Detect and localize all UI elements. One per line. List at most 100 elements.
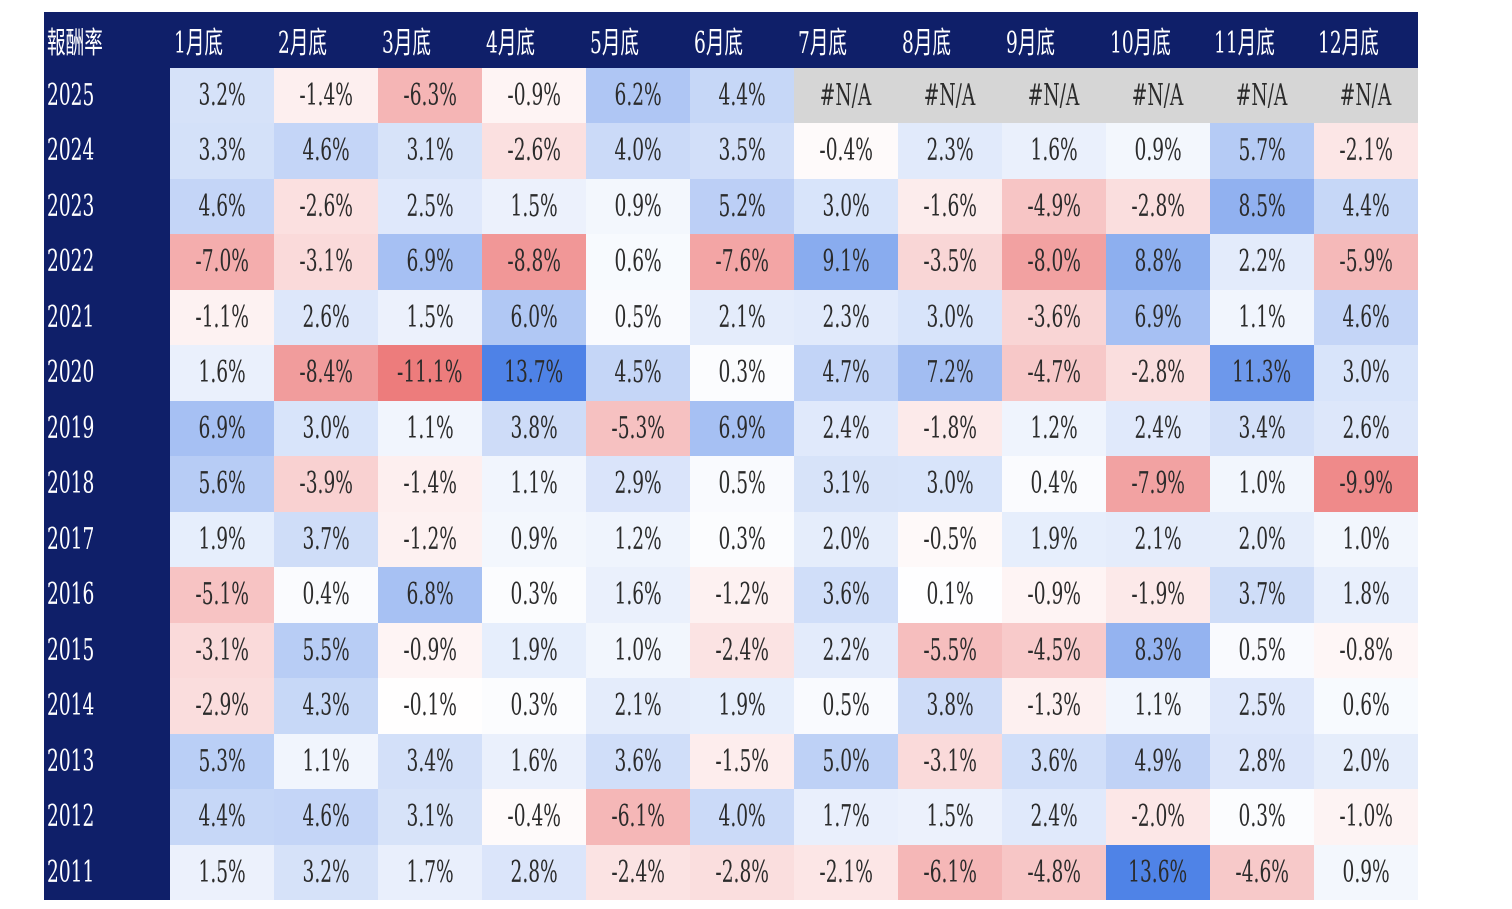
heatmap-cell-value: 1.9% [198, 521, 246, 557]
heatmap-cell-value: -0.9% [507, 77, 561, 113]
row-header-label: 2016 [47, 577, 95, 613]
heatmap-cell: #N/A [794, 67, 898, 123]
column-header-label: 7月底 [798, 25, 848, 61]
row-header: 2014 [44, 678, 170, 734]
heatmap-cell-value: 2.0% [822, 521, 870, 557]
heatmap-cell: -2.1% [1314, 123, 1418, 179]
row-header-label: 2020 [47, 355, 95, 391]
heatmap-cell-value: 3.6% [822, 577, 870, 613]
heatmap-cell: 1.1% [1210, 289, 1314, 345]
heatmap-cell-value: 0.4% [302, 577, 350, 613]
heatmap-cell-value: -3.1% [923, 743, 977, 779]
heatmap-cell-value: 5.3% [198, 743, 246, 779]
heatmap-cell-value: 1.0% [614, 632, 662, 668]
heatmap-cell-value: 1.7% [406, 854, 454, 890]
heatmap-cell: 4.9% [1106, 733, 1210, 789]
heatmap-cell: -0.5% [898, 511, 1002, 567]
heatmap-cell: 3.7% [274, 511, 378, 567]
heatmap-cell: 0.5% [794, 678, 898, 734]
heatmap-cell-value: -1.3% [1027, 688, 1081, 724]
heatmap-cell: 1.7% [378, 844, 482, 900]
column-header-label: 10月底 [1110, 25, 1171, 61]
heatmap-cell: -7.6% [690, 234, 794, 290]
heatmap-cell-value: -2.6% [507, 133, 561, 169]
heatmap-cell-value: 1.1% [1238, 299, 1286, 335]
heatmap-cell: 5.2% [690, 178, 794, 234]
heatmap-cell-value: 3.2% [302, 854, 350, 890]
heatmap-cell: 3.0% [274, 400, 378, 456]
heatmap-cell-value: -2.9% [195, 688, 249, 724]
row-header-label: 2014 [47, 688, 95, 724]
heatmap-cell: 6.2% [586, 67, 690, 123]
column-header-label: 8月底 [902, 25, 952, 61]
heatmap-cell-value: 1.5% [926, 799, 974, 835]
heatmap-cell: 3.4% [1210, 400, 1314, 456]
heatmap-cell-value: 4.0% [718, 799, 766, 835]
heatmap-cell-value: -2.6% [299, 188, 353, 224]
heatmap-cell: 6.9% [170, 400, 274, 456]
heatmap-cell: 1.6% [170, 345, 274, 401]
heatmap-cell: -3.5% [898, 234, 1002, 290]
heatmap-cell: #N/A [1106, 67, 1210, 123]
heatmap-cell: 13.6% [1106, 844, 1210, 900]
heatmap-cell-value: 4.6% [198, 188, 246, 224]
heatmap-cell-value: 1.8% [1342, 577, 1390, 613]
heatmap-cell: -5.1% [170, 567, 274, 623]
heatmap-cell-value: 9.1% [822, 244, 870, 280]
heatmap-cell: 6.0% [482, 289, 586, 345]
heatmap-cell-value: 2.5% [1238, 688, 1286, 724]
heatmap-cell: -2.9% [170, 678, 274, 734]
heatmap-cell-value: -2.4% [611, 854, 665, 890]
heatmap-cell-value: 1.6% [614, 577, 662, 613]
column-header-label: 2月底 [278, 25, 328, 61]
heatmap-cell: 8.8% [1106, 234, 1210, 290]
heatmap-cell-value: -6.3% [403, 77, 457, 113]
heatmap-cell: -7.9% [1106, 456, 1210, 512]
heatmap-cell-value: 4.5% [614, 355, 662, 391]
heatmap-cell-value: 0.5% [1238, 632, 1286, 668]
heatmap-cell: 3.3% [170, 123, 274, 179]
heatmap-cell: 13.7% [482, 345, 586, 401]
heatmap-cell-value: 2.4% [1134, 410, 1182, 446]
heatmap-cell-value: 1.2% [1030, 410, 1078, 446]
heatmap-cell-value: -0.4% [507, 799, 561, 835]
column-header-label: 5月底 [590, 25, 640, 61]
heatmap-cell: 8.3% [1106, 622, 1210, 678]
heatmap-cell-value: 0.3% [1238, 799, 1286, 835]
row-header: 2019 [44, 400, 170, 456]
heatmap-cell-value: #N/A [1028, 77, 1080, 113]
heatmap-cell: -1.4% [378, 456, 482, 512]
heatmap-cell: 6.9% [690, 400, 794, 456]
row-header-label: 2018 [47, 466, 95, 502]
column-header: 10月底 [1106, 12, 1210, 68]
heatmap-cell: -0.1% [378, 678, 482, 734]
heatmap-cell-value: -5.3% [611, 410, 665, 446]
heatmap-cell: 1.9% [1002, 511, 1106, 567]
heatmap-cell-value: 1.7% [822, 799, 870, 835]
heatmap-cell: 0.3% [690, 511, 794, 567]
heatmap-cell: 1.2% [1002, 400, 1106, 456]
heatmap-cell-value: -4.8% [1027, 854, 1081, 890]
heatmap-cell: 3.2% [274, 844, 378, 900]
heatmap-cell-value: -1.2% [403, 521, 457, 557]
heatmap-cell-value: 2.3% [926, 133, 974, 169]
heatmap-cell-value: -1.2% [715, 577, 769, 613]
heatmap-cell: 2.1% [1106, 511, 1210, 567]
heatmap-cell: 1.5% [170, 844, 274, 900]
heatmap-cell: -1.1% [170, 289, 274, 345]
heatmap-cell: 1.6% [1002, 123, 1106, 179]
heatmap-cell: #N/A [898, 67, 1002, 123]
heatmap-cell-value: 5.0% [822, 743, 870, 779]
heatmap-cell: -0.8% [1314, 622, 1418, 678]
heatmap-cell-value: 1.5% [198, 854, 246, 890]
heatmap-cell-value: 1.5% [406, 299, 454, 335]
heatmap-cell: -5.9% [1314, 234, 1418, 290]
heatmap-cell-value: -2.8% [1131, 188, 1185, 224]
heatmap-cell: 1.1% [274, 733, 378, 789]
heatmap-cell: 4.0% [586, 123, 690, 179]
heatmap-cell: 3.1% [378, 123, 482, 179]
column-header-label: 11月底 [1214, 25, 1275, 61]
heatmap-cell-value: 4.4% [718, 77, 766, 113]
row-header-label: 2011 [47, 854, 95, 890]
heatmap-cell: 3.0% [898, 289, 1002, 345]
